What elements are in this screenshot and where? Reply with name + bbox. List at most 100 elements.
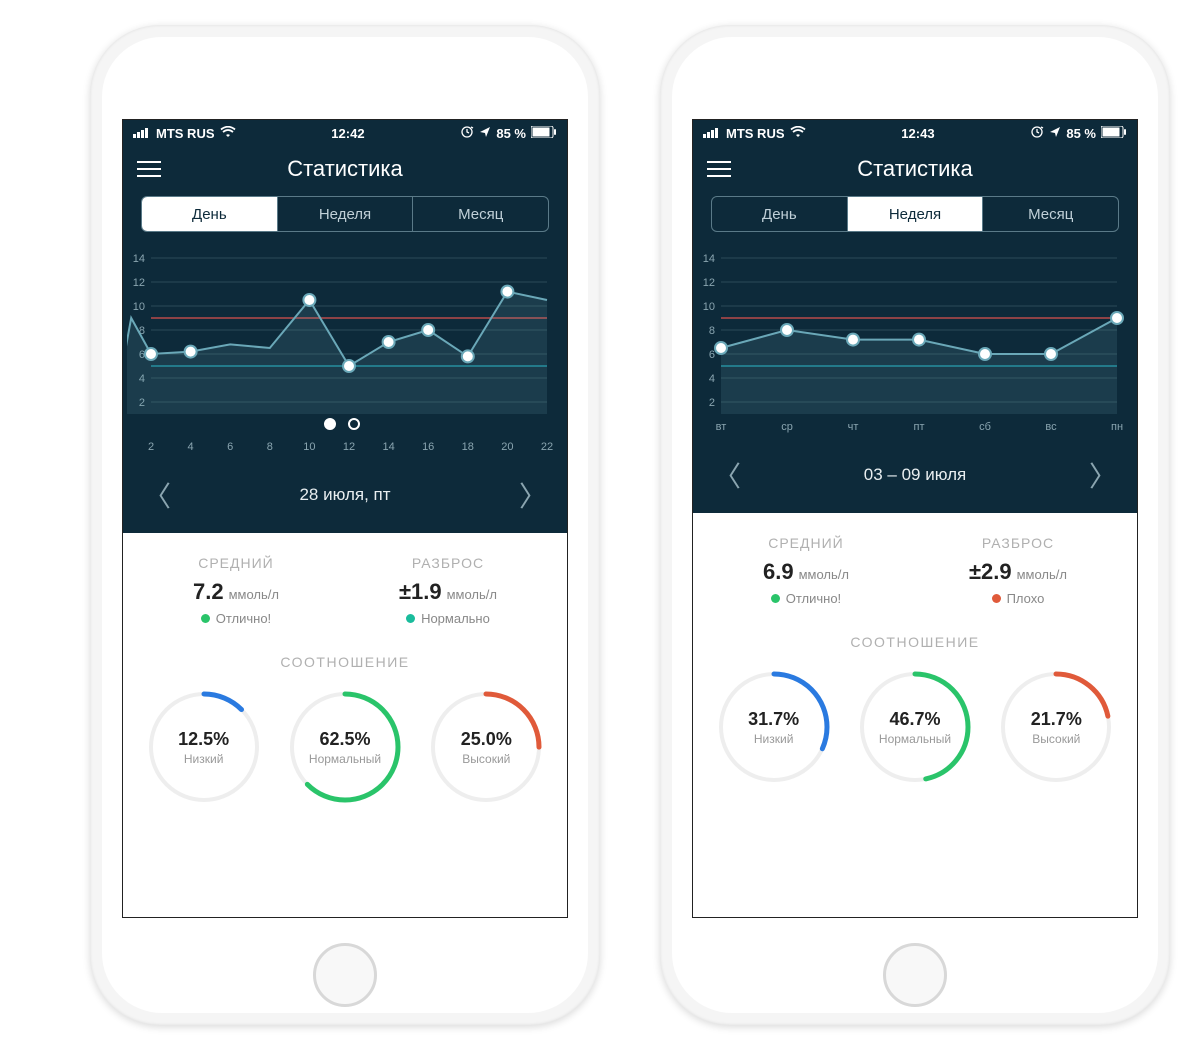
tab-0[interactable]: День	[712, 197, 848, 231]
tab-2[interactable]: Месяц	[983, 197, 1118, 231]
svg-text:8: 8	[709, 325, 715, 337]
svg-text:20: 20	[501, 441, 513, 453]
phone-mockup: MTS RUS 12:42 85 % Статистик	[90, 25, 600, 1025]
ratio-label: Низкий	[754, 732, 794, 746]
period-tabs: ДеньНеделяМесяц	[711, 196, 1119, 232]
avg-unit: ммоль/л	[799, 567, 849, 582]
date-navigator: 〈 03 – 09 июля 〉	[693, 441, 1137, 513]
spread-unit: ммоль/л	[447, 587, 497, 602]
spread-label: РАЗБРОС	[399, 555, 497, 571]
svg-text:6: 6	[227, 441, 233, 453]
spread-unit: ммоль/л	[1017, 567, 1067, 582]
tab-2[interactable]: Месяц	[413, 197, 548, 231]
ratio-pct: 62.5%	[319, 729, 370, 750]
svg-text:6: 6	[709, 349, 715, 361]
wifi-icon	[790, 126, 806, 141]
svg-text:10: 10	[133, 301, 145, 313]
svg-text:14: 14	[133, 253, 145, 265]
clock-label: 12:42	[331, 126, 364, 141]
alarm-icon	[460, 125, 474, 142]
avg-value: 7.2	[193, 579, 224, 605]
svg-text:вт: вт	[716, 421, 727, 433]
svg-text:22: 22	[541, 441, 553, 453]
svg-text:ср: ср	[781, 421, 793, 433]
avg-unit: ммоль/л	[229, 587, 279, 602]
signal-icon	[133, 126, 151, 141]
spread-status-text: Плохо	[1007, 591, 1045, 606]
location-icon	[1049, 126, 1061, 141]
ratio-donut: 21.7% Высокий	[997, 668, 1115, 786]
svg-text:сб: сб	[979, 421, 991, 433]
svg-text:10: 10	[303, 441, 315, 453]
svg-text:пт: пт	[914, 421, 925, 433]
svg-text:2: 2	[148, 441, 154, 453]
ratio-pct: 25.0%	[461, 729, 512, 750]
svg-text:чт: чт	[848, 421, 859, 433]
spread-block: РАЗБРОС ±2.9 ммоль/л Плохо	[969, 535, 1067, 606]
spread-block: РАЗБРОС ±1.9 ммоль/л Нормально	[399, 555, 497, 626]
stats-panel: СРЕДНИЙ 7.2 ммоль/л Отлично! РАЗБРО	[123, 533, 567, 917]
glucose-chart[interactable]: 2468101214втсрчтптсбвспн	[693, 246, 1137, 441]
header: Статистика	[123, 146, 567, 196]
ratio-donut: 12.5% Низкий	[145, 688, 263, 806]
page-title: Статистика	[137, 156, 553, 182]
ratio-label: Нормальный	[879, 732, 951, 746]
ratio-pct: 46.7%	[889, 709, 940, 730]
date-label: 28 июля, пт	[299, 485, 390, 505]
glucose-chart[interactable]: 2468101214246810121416182022	[123, 246, 567, 461]
ratio-label: Высокий	[462, 752, 510, 766]
page-title: Статистика	[707, 156, 1123, 182]
next-chevron-icon[interactable]: 〉	[519, 475, 547, 515]
prev-chevron-icon[interactable]: 〈	[713, 455, 741, 495]
ratio-pct: 12.5%	[178, 729, 229, 750]
period-tabs: ДеньНеделяМесяц	[141, 196, 549, 232]
tab-0[interactable]: День	[142, 197, 278, 231]
ratio-label: Низкий	[184, 752, 224, 766]
spread-value: ±1.9	[399, 579, 442, 605]
ratio-donut: 25.0% Высокий	[427, 688, 545, 806]
date-navigator: 〈 28 июля, пт 〉	[123, 461, 567, 533]
ratio-donut: 31.7% Низкий	[715, 668, 833, 786]
avg-label: СРЕДНИЙ	[763, 535, 849, 551]
wifi-icon	[220, 126, 236, 141]
spread-label: РАЗБРОС	[969, 535, 1067, 551]
svg-text:10: 10	[703, 301, 715, 313]
spread-status-text: Нормально	[421, 611, 490, 626]
svg-text:12: 12	[133, 277, 145, 289]
ratio-pct: 21.7%	[1031, 709, 1082, 730]
screen: MTS RUS 12:42 85 % Статистик	[122, 119, 568, 918]
status-bar: MTS RUS 12:43 85 %	[693, 120, 1137, 146]
date-label: 03 – 09 июля	[864, 465, 966, 485]
next-chevron-icon[interactable]: 〉	[1089, 455, 1117, 495]
carrier-label: MTS RUS	[726, 126, 785, 141]
svg-text:2: 2	[709, 397, 715, 409]
avg-status-text: Отлично!	[786, 591, 841, 606]
svg-text:4: 4	[188, 441, 194, 453]
carrier-label: MTS RUS	[156, 126, 215, 141]
location-icon	[479, 126, 491, 141]
ratio-title: СООТНОШЕНИЕ	[133, 654, 557, 670]
battery-icon	[1101, 126, 1127, 141]
avg-value: 6.9	[763, 559, 794, 585]
status-bar: MTS RUS 12:42 85 %	[123, 120, 567, 146]
svg-text:12: 12	[703, 277, 715, 289]
prev-chevron-icon[interactable]: 〈	[143, 475, 171, 515]
ratio-donuts: 31.7% Низкий 46.7% Нормальный 21.7%	[703, 668, 1127, 786]
svg-text:14: 14	[703, 253, 715, 265]
avg-block: СРЕДНИЙ 6.9 ммоль/л Отлично!	[763, 535, 849, 606]
ratio-label: Высокий	[1032, 732, 1080, 746]
ratio-pct: 31.7%	[748, 709, 799, 730]
svg-text:12: 12	[343, 441, 355, 453]
battery-label: 85 %	[1066, 126, 1096, 141]
home-button[interactable]	[883, 943, 947, 1007]
battery-icon	[531, 126, 557, 141]
ratio-label: Нормальный	[309, 752, 381, 766]
home-button[interactable]	[313, 943, 377, 1007]
tab-1[interactable]: Неделя	[278, 197, 414, 231]
screen: MTS RUS 12:43 85 % Статистик	[692, 119, 1138, 918]
tab-1[interactable]: Неделя	[848, 197, 984, 231]
stats-panel: СРЕДНИЙ 6.9 ммоль/л Отлично! РАЗБРО	[693, 513, 1137, 917]
clock-label: 12:43	[901, 126, 934, 141]
ratio-donut: 46.7% Нормальный	[856, 668, 974, 786]
battery-label: 85 %	[496, 126, 526, 141]
